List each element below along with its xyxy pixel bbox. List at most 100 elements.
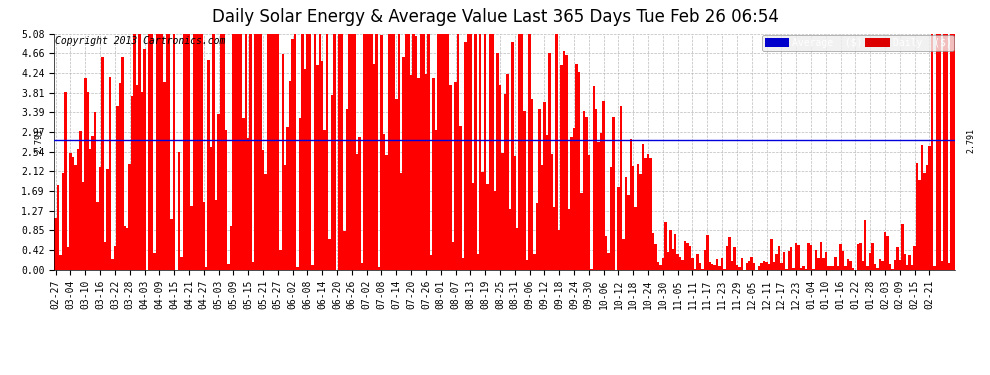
Bar <box>499 86 501 270</box>
Bar <box>445 34 446 270</box>
Bar <box>541 165 544 270</box>
Bar <box>136 85 139 270</box>
Bar <box>124 226 126 270</box>
Bar <box>545 135 548 270</box>
Bar <box>59 255 61 270</box>
Bar <box>251 262 254 270</box>
Bar <box>178 153 180 270</box>
Bar <box>446 34 449 270</box>
Bar <box>373 64 375 270</box>
Bar <box>99 167 101 270</box>
Bar <box>413 34 415 270</box>
Bar <box>301 34 304 270</box>
Bar <box>56 185 59 270</box>
Bar <box>909 255 911 270</box>
Bar <box>319 34 321 270</box>
Bar <box>230 226 233 270</box>
Bar <box>943 34 945 270</box>
Bar <box>139 34 141 270</box>
Bar <box>400 173 403 270</box>
Bar <box>114 246 116 270</box>
Bar <box>116 106 119 270</box>
Bar <box>76 149 79 270</box>
Bar <box>126 228 129 270</box>
Bar <box>889 264 891 270</box>
Bar <box>64 93 66 270</box>
Bar <box>840 244 842 270</box>
Bar <box>555 34 558 270</box>
Text: 2.791: 2.791 <box>966 128 975 153</box>
Bar <box>294 34 296 270</box>
Bar <box>686 243 689 270</box>
Bar <box>89 148 91 270</box>
Bar <box>646 154 649 270</box>
Bar <box>901 224 904 270</box>
Bar <box>701 269 704 270</box>
Bar <box>195 34 198 270</box>
Bar <box>276 34 279 270</box>
Bar <box>304 69 306 270</box>
Bar <box>622 239 625 270</box>
Bar <box>610 167 612 270</box>
Bar <box>370 34 373 270</box>
Bar <box>329 239 331 270</box>
Bar <box>795 243 797 270</box>
Bar <box>745 263 748 270</box>
Bar <box>109 77 111 270</box>
Bar <box>539 109 541 270</box>
Bar <box>281 54 284 270</box>
Bar <box>921 144 924 270</box>
Bar <box>388 34 390 270</box>
Bar <box>916 164 919 270</box>
Bar <box>940 261 943 270</box>
Bar <box>763 261 765 270</box>
Bar <box>86 92 89 270</box>
Bar <box>213 34 215 270</box>
Bar <box>398 34 400 270</box>
Bar <box>830 266 832 270</box>
Bar <box>425 74 427 270</box>
Bar <box>464 42 466 270</box>
Bar <box>666 252 669 270</box>
Bar <box>595 109 597 270</box>
Bar <box>573 128 575 270</box>
Bar <box>593 86 595 270</box>
Bar <box>835 257 837 270</box>
Bar <box>405 34 408 270</box>
Bar <box>91 136 94 270</box>
Bar <box>896 247 899 270</box>
Bar <box>96 202 99 270</box>
Bar <box>296 267 299 270</box>
Bar <box>837 266 840 270</box>
Bar <box>111 260 114 270</box>
Bar <box>427 34 430 270</box>
Bar <box>220 34 223 270</box>
Bar <box>200 34 203 270</box>
Bar <box>469 34 471 270</box>
Bar <box>729 237 731 270</box>
Bar <box>365 34 368 270</box>
Bar <box>461 258 464 270</box>
Bar <box>726 246 729 270</box>
Bar <box>451 242 454 270</box>
Bar <box>383 134 385 270</box>
Bar <box>563 51 565 270</box>
Bar <box>936 34 939 270</box>
Bar <box>911 265 914 270</box>
Bar <box>165 34 168 270</box>
Bar <box>800 268 802 270</box>
Bar <box>66 247 69 270</box>
Bar <box>711 264 714 270</box>
Bar <box>704 250 706 270</box>
Bar <box>709 262 711 270</box>
Bar <box>748 261 750 270</box>
Bar <box>651 233 654 270</box>
Bar <box>311 265 314 270</box>
Bar <box>844 266 846 270</box>
Bar <box>874 264 876 270</box>
Bar <box>919 180 921 270</box>
Bar <box>792 268 795 270</box>
Bar <box>884 232 886 270</box>
Bar <box>261 150 264 270</box>
Bar <box>602 100 605 270</box>
